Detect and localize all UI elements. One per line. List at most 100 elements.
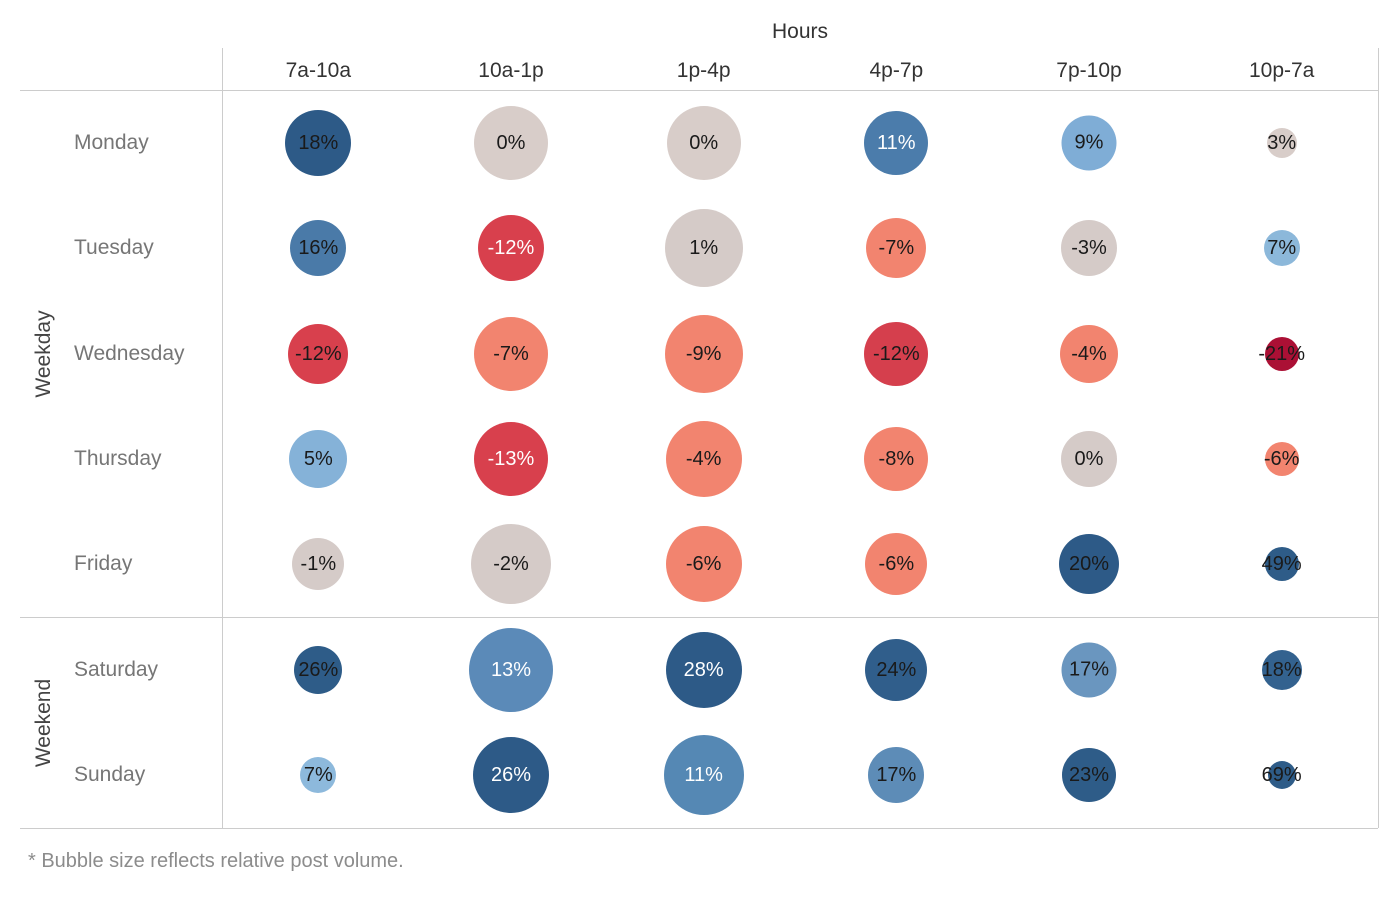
bubble-value-label: -6% — [1263, 448, 1300, 470]
bubble-monday-7p-10p[interactable]: 9% — [1061, 115, 1117, 171]
bubble-value-label: -2% — [493, 553, 529, 576]
bubble-value-label: 13% — [490, 658, 532, 681]
bubble-value-label: -6% — [878, 553, 915, 576]
bubble-value-label: 18% — [1261, 658, 1302, 681]
bubble-thursday-10a-1p[interactable]: -13% — [474, 422, 548, 496]
bubble-wednesday-10a-1p[interactable]: -7% — [474, 316, 548, 391]
bottom-border-line — [20, 828, 1378, 829]
bubble-sunday-1p-4p[interactable]: 11% — [663, 735, 744, 816]
row-label-thursday: Thursday — [74, 447, 162, 470]
bubble-wednesday-10p-7a[interactable]: -21% — [1258, 336, 1305, 371]
row-label-saturday: Saturday — [74, 657, 159, 681]
bubble-wednesday-1p-4p[interactable]: -9% — [664, 314, 743, 393]
column-header-10p-7a: 10p-7a — [1248, 59, 1315, 82]
bubble-thursday-4p-7p[interactable]: -8% — [864, 427, 929, 491]
bubble-value-label: 0% — [1074, 448, 1104, 470]
weekday-weekend-divider-line — [20, 617, 1378, 618]
bubble-saturday-10p-7a[interactable]: 18% — [1261, 649, 1302, 690]
bubble-monday-10p-7a[interactable]: 3% — [1266, 127, 1297, 158]
bubble-value-label: -12% — [487, 237, 535, 260]
row-label-tuesday: Tuesday — [74, 236, 154, 260]
column-header-1p-4p: 1p-4p — [676, 59, 731, 82]
column-header-10a-1p: 10a-1p — [478, 59, 544, 82]
bubble-wednesday-7p-10p[interactable]: -4% — [1060, 324, 1118, 383]
bubble-value-label: 1% — [689, 237, 719, 260]
column-header-7p-10p: 7p-10p — [1056, 59, 1122, 82]
right-border-line — [1378, 48, 1379, 828]
bubble-friday-10p-7a[interactable]: 49% — [1262, 547, 1302, 582]
left-axis-line — [222, 48, 223, 828]
bubble-friday-1p-4p[interactable]: -6% — [665, 526, 742, 603]
row-label-monday: Monday — [74, 130, 149, 154]
bubble-sunday-7p-10p[interactable]: 23% — [1062, 748, 1116, 803]
bubble-tuesday-7p-10p[interactable]: -3% — [1061, 220, 1117, 277]
bubble-value-label: -8% — [878, 448, 915, 470]
bubble-saturday-1p-4p[interactable]: 28% — [665, 631, 742, 708]
bubble-sunday-7a-10a[interactable]: 7% — [300, 757, 337, 794]
row-label-wednesday: Wednesday — [74, 341, 185, 365]
bubble-value-label: -4% — [685, 448, 722, 470]
bubble-tuesday-10a-1p[interactable]: -12% — [478, 215, 544, 282]
bubble-monday-1p-4p[interactable]: 0% — [666, 105, 741, 180]
bubble-value-label: 7% — [1267, 237, 1297, 260]
bubble-value-label: -3% — [1071, 237, 1107, 260]
row-group-label-weekday: Weekday — [32, 310, 55, 398]
bubble-saturday-7p-10p[interactable]: 17% — [1061, 642, 1117, 698]
bubble-value-label: -9% — [685, 342, 722, 365]
bubble-thursday-7p-10p[interactable]: 0% — [1061, 431, 1117, 487]
columns-axis-title: Hours — [771, 20, 829, 43]
bubble-sunday-10p-7a[interactable]: 69% — [1262, 761, 1302, 790]
bubble-value-label: 26% — [490, 764, 532, 787]
bubble-friday-10a-1p[interactable]: -2% — [471, 524, 551, 605]
row-label-friday: Friday — [74, 552, 133, 576]
bubble-tuesday-1p-4p[interactable]: 1% — [664, 209, 743, 288]
bubble-value-label: 17% — [876, 764, 917, 787]
bubble-value-label: 26% — [298, 658, 339, 681]
bubble-value-label: 28% — [683, 658, 724, 681]
bubble-value-label: 20% — [1068, 553, 1110, 576]
bubble-tuesday-4p-7p[interactable]: -7% — [866, 218, 927, 279]
row-group-label-weekend: Weekend — [32, 678, 55, 768]
bubble-friday-7a-10a[interactable]: -1% — [292, 538, 345, 591]
bubble-value-label: 9% — [1074, 131, 1104, 154]
bubble-value-label: 11% — [877, 131, 916, 154]
bubble-value-label: 0% — [689, 131, 719, 154]
bubble-saturday-7a-10a[interactable]: 26% — [294, 645, 343, 694]
bubble-friday-7p-10p[interactable]: 20% — [1059, 534, 1119, 595]
header-divider-line — [20, 90, 1378, 91]
column-header-4p-7p: 4p-7p — [869, 59, 924, 82]
bubble-tuesday-10p-7a[interactable]: 7% — [1263, 230, 1300, 267]
bubble-value-label: 0% — [496, 131, 526, 154]
bubble-value-label: -21% — [1258, 342, 1306, 365]
bubble-thursday-7a-10a[interactable]: 5% — [289, 430, 348, 488]
bubble-value-label: 24% — [876, 658, 917, 681]
bubble-sunday-4p-7p[interactable]: 17% — [868, 747, 925, 804]
bubble-wednesday-4p-7p[interactable]: -12% — [864, 321, 929, 386]
bubble-value-label: -7% — [878, 237, 915, 260]
bubble-value-label: 3% — [1267, 131, 1297, 154]
bubble-value-label: 11% — [684, 764, 723, 787]
bubble-monday-4p-7p[interactable]: 11% — [864, 110, 929, 175]
bubble-saturday-4p-7p[interactable]: 24% — [865, 638, 928, 701]
column-header-7a-10a: 7a-10a — [285, 59, 352, 82]
bubble-value-label: -13% — [487, 448, 535, 470]
bubble-friday-4p-7p[interactable]: -6% — [865, 533, 928, 596]
bubble-sunday-10a-1p[interactable]: 26% — [473, 737, 549, 814]
bubble-saturday-10a-1p[interactable]: 13% — [469, 627, 553, 712]
bubble-value-label: -7% — [493, 342, 529, 365]
bubble-value-label: 16% — [298, 237, 339, 260]
bubble-monday-10a-1p[interactable]: 0% — [474, 105, 548, 180]
bubble-value-label: 7% — [303, 764, 333, 787]
bubble-monday-7a-10a[interactable]: 18% — [285, 109, 352, 176]
bubble-value-label: 5% — [303, 448, 333, 470]
bubble-thursday-10p-7a[interactable]: -6% — [1263, 442, 1300, 476]
bubble-value-label: 23% — [1068, 764, 1110, 787]
bubble-tuesday-7a-10a[interactable]: 16% — [290, 220, 347, 277]
bubble-value-label: 69% — [1261, 764, 1302, 787]
bubble-value-label: -12% — [294, 342, 342, 365]
bubble-wednesday-7a-10a[interactable]: -12% — [288, 323, 349, 384]
footnote: * Bubble size reflects relative post vol… — [28, 850, 404, 872]
bubble-value-label: -6% — [685, 553, 722, 576]
bubble-thursday-1p-4p[interactable]: -4% — [665, 421, 742, 497]
